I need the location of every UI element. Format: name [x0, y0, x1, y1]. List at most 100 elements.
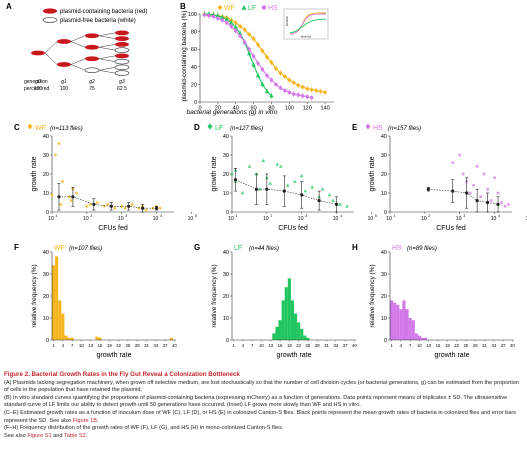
ytick-label: 10 [223, 316, 229, 322]
lineage-branch-line [98, 35, 116, 39]
xtick-label: 34 [153, 343, 158, 348]
xtick-label: 19 [445, 343, 450, 348]
panel-b-letter: B [180, 2, 186, 11]
ytick-label: 0 [46, 210, 49, 216]
fly-data-point [268, 181, 273, 185]
fly-data-point [345, 204, 349, 208]
xtick-label: 37 [343, 343, 348, 348]
fly-data-point [279, 164, 283, 168]
xtick-exponent: 3 [463, 214, 465, 218]
panel-b-xtick-label: 80 [268, 106, 274, 112]
panel-a: A plasmid-containing bacteria (red) plas… [6, 2, 147, 92]
panel-b-point-hs [287, 90, 292, 95]
ytick-label: 40 [223, 250, 229, 256]
ytick-label: 0 [384, 338, 387, 344]
ytick-label: 10 [381, 191, 387, 197]
figure-s1-link[interactable]: Figure S1 [27, 432, 52, 439]
fly-data-point [285, 183, 290, 187]
panel-b-point-lf [269, 93, 274, 98]
ytick-label: 40 [43, 250, 49, 256]
xtick-exponent: 1 [394, 214, 396, 218]
histogram-bar [390, 300, 394, 340]
generation-row-label: generation [24, 79, 48, 85]
panel-letter: D [194, 123, 200, 132]
strain-label: WF [54, 245, 65, 252]
mean-point [282, 189, 286, 193]
panel-b-ytick-label: 40 [191, 65, 197, 71]
mean-point [486, 200, 490, 205]
panel-b-point-hs [238, 34, 242, 38]
legend-lf-label: LF [248, 5, 256, 12]
fit-line [235, 179, 337, 205]
fly-data-point [74, 191, 79, 195]
fly-data-point [57, 141, 61, 146]
xtick-label: 16 [278, 343, 283, 348]
fly-data-point [95, 200, 100, 205]
fly-data-point [112, 206, 117, 210]
xtick-label: 22 [116, 343, 121, 348]
fly-data-point [472, 183, 476, 187]
x-axis-label: growth rate [276, 352, 311, 359]
fly-data-point [119, 204, 124, 209]
histogram-bar [98, 337, 102, 340]
panel-b-point-hs [269, 78, 274, 82]
xtick-label: 19 [287, 343, 292, 348]
xtick-label: 10 [228, 216, 234, 222]
white-bacterium-icon [114, 64, 130, 71]
xtick-label: 4 [62, 343, 65, 348]
xtick-label: 22 [296, 343, 301, 348]
panel-b-point-wf [296, 83, 301, 88]
legend-lf-marker [241, 5, 247, 10]
panel-b-point-hs [265, 73, 269, 78]
xtick-label: 10 [456, 216, 462, 222]
mean-point [317, 199, 321, 203]
panel-b-point-hs [283, 88, 287, 93]
panel-b-curve-wf [204, 13, 326, 93]
fly-data-point [479, 195, 483, 199]
panel-b-point-wf [246, 32, 252, 37]
ytick-label: 30 [223, 272, 229, 278]
lineage-branch-line [98, 67, 116, 71]
fit-line [428, 188, 499, 205]
xtick-exponent: 1 [56, 214, 58, 218]
lineage-branch-line [70, 35, 86, 42]
panel-b-point-wf [300, 84, 305, 90]
xtick-label: 13 [88, 343, 93, 348]
panel-b-point-wf [318, 89, 323, 94]
panel-b-point-hs [211, 14, 216, 19]
figure-1b-link[interactable]: Figure 1B [72, 417, 97, 424]
mean-point [254, 187, 258, 191]
red-bacterium-icon [115, 36, 129, 42]
histogram-bar [306, 337, 310, 340]
y-axis-label: relative frequency (%) [211, 264, 218, 327]
panel-b-point-hs [229, 24, 233, 29]
mean-point [127, 204, 131, 208]
histogram-bar [417, 335, 421, 340]
panel-b-point-hs [296, 93, 300, 97]
panel-a-letter: A [6, 2, 12, 11]
xtick-label: 10 [298, 216, 304, 222]
xtick-label: 31 [324, 343, 329, 348]
xtick-label: 10 [48, 216, 54, 222]
percent-red-value: 100 [60, 86, 69, 92]
panel-b-xtick-label: 20 [215, 106, 221, 112]
table-s2-link[interactable]: Table S2 [63, 432, 86, 439]
xtick-label: 1 [52, 343, 55, 348]
fly-data-point [158, 206, 162, 210]
mean-point [426, 187, 430, 191]
histogram-bar [411, 320, 415, 340]
panel-b-xtick-label: 40 [233, 106, 239, 112]
fly-data-point [247, 164, 252, 168]
strain-marker-icon [365, 123, 371, 130]
inset-xlabel: time (h) [301, 35, 311, 39]
histogram-bar [424, 337, 428, 340]
ytick-label: 20 [43, 172, 49, 178]
ytick-label: 40 [381, 134, 387, 140]
panel-b-ytick-label: 60 [191, 47, 197, 53]
xtick-label: 25 [464, 343, 469, 348]
xtick-label: 40 [510, 343, 515, 348]
red-bacterium-icon [85, 56, 99, 62]
y-axis-label: growth rate [211, 156, 218, 191]
panel-b-point-lf [220, 15, 225, 20]
